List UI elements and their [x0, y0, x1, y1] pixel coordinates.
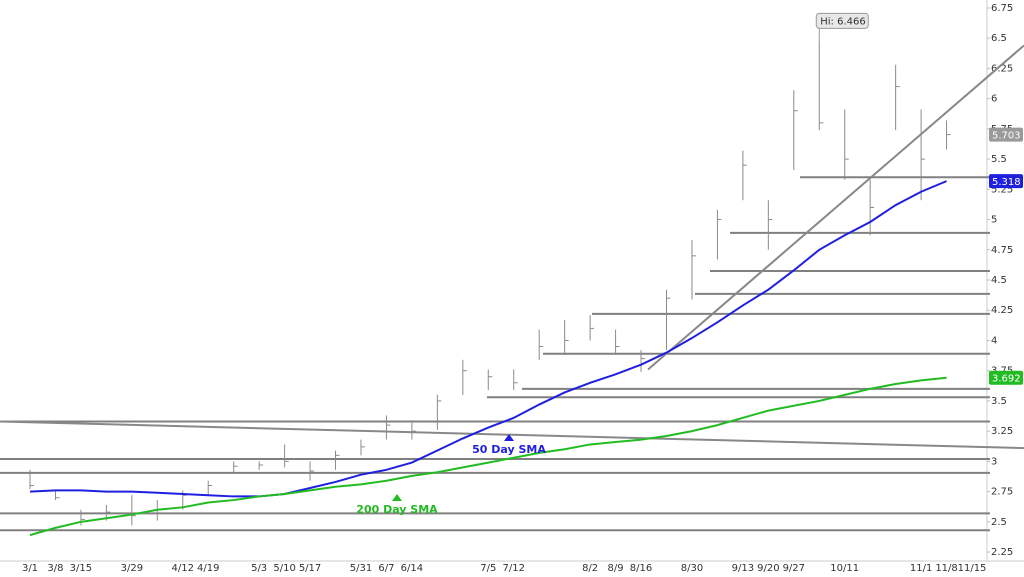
y-tick-label: 3.5 — [991, 396, 1007, 407]
y-tick-label: 6 — [991, 94, 997, 105]
sma-label: 200 Day SMA — [356, 503, 438, 516]
x-tick-label: 5/10 — [273, 563, 295, 574]
y-tick-label: 4.75 — [991, 245, 1013, 256]
x-tick-label: 3/15 — [70, 563, 92, 574]
last-value-box — [989, 370, 1023, 385]
x-tick-label: 7/12 — [503, 563, 525, 574]
annotation-box — [815, 12, 869, 29]
x-tick-label: 8/16 — [630, 563, 652, 574]
y-tick-label: 6.75 — [991, 3, 1013, 14]
y-tick-label: 5.25 — [991, 184, 1013, 195]
last-value-box — [989, 174, 1023, 189]
sma-marker — [504, 434, 514, 441]
x-tick-label: 8/2 — [582, 563, 598, 574]
y-tick-label: 4.25 — [991, 305, 1013, 316]
trendline — [647, 44, 1024, 371]
x-tick-label: 4/12 — [172, 563, 194, 574]
y-tick-label: 5 — [991, 215, 997, 226]
x-tick-label: 6/7 — [378, 563, 394, 574]
last-value-box — [989, 127, 1023, 142]
x-tick-label: 5/3 — [251, 563, 267, 574]
x-tick-label: 5/17 — [299, 563, 321, 574]
sma-label: 50 Day SMA — [472, 443, 546, 456]
x-tick-label: 5/31 — [350, 563, 372, 574]
x-tick-label: 9/20 — [757, 563, 779, 574]
x-tick-label: 8/9 — [608, 563, 624, 574]
y-tick-label: 2.75 — [991, 487, 1013, 498]
x-tick-label: 3/8 — [47, 563, 63, 574]
x-tick-label: 4/19 — [197, 563, 219, 574]
x-tick-label: 11/8 — [935, 563, 957, 574]
sma-marker — [392, 494, 402, 501]
y-tick-label: 5.5 — [991, 154, 1007, 165]
last-value-label: 5.703 — [992, 131, 1021, 142]
x-tick-label: 9/13 — [732, 563, 754, 574]
y-tick-label: 2.25 — [991, 547, 1013, 558]
annotation-label: Hi: 6.466 — [820, 16, 865, 27]
x-tick-label: 11/1 — [910, 563, 932, 574]
x-tick-label: 6/14 — [401, 563, 423, 574]
x-tick-label: 8/30 — [681, 563, 703, 574]
last-value-label: 5.318 — [992, 177, 1021, 188]
price-axis-bg — [987, 0, 1024, 577]
y-tick-label: 3 — [991, 456, 997, 467]
x-tick-label: 11/15 — [958, 563, 987, 574]
sma-line — [29, 376, 947, 537]
y-tick-label: 6.25 — [991, 63, 1013, 74]
x-tick-label: 7/5 — [480, 563, 496, 574]
x-tick-label: 10/11 — [830, 563, 859, 574]
y-tick-label: 2.5 — [991, 517, 1007, 528]
x-tick-label: 3/1 — [22, 563, 38, 574]
y-tick-label: 3.25 — [991, 426, 1013, 437]
last-value-label: 3.692 — [992, 374, 1021, 385]
y-tick-label: 4.5 — [991, 275, 1007, 286]
x-tick-label: 9/27 — [783, 563, 805, 574]
trendline — [0, 420, 1024, 450]
y-tick-label: 6.5 — [991, 33, 1007, 44]
y-tick-label: 4 — [991, 335, 997, 346]
sma-line — [29, 180, 947, 498]
x-tick-label: 3/29 — [121, 563, 143, 574]
